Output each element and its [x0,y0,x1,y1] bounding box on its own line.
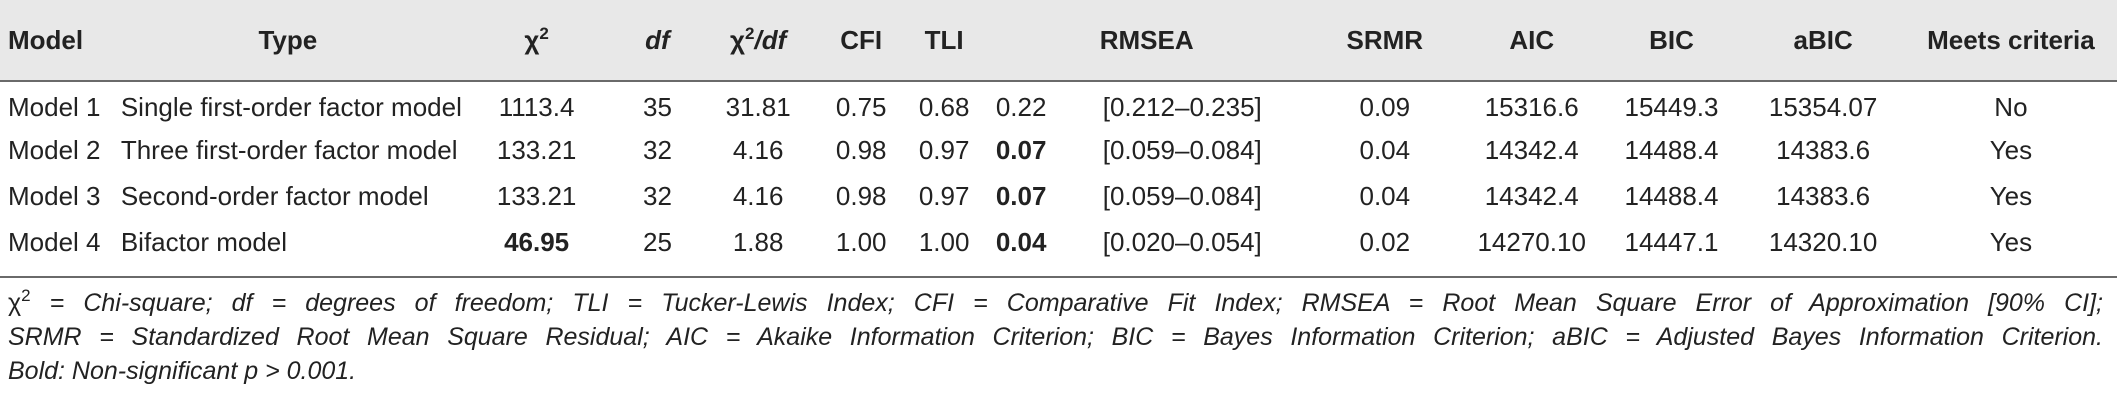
header-rmsea: RMSEA [985,0,1308,82]
cell-cfi: 0.98 [835,134,887,165]
cell-bic: 14447.1 [1601,219,1742,278]
footnote-chi-sup: 2 [21,286,31,305]
cell-type: Bifactor model [120,219,455,278]
table-row: Model 1 Single first-order factor model … [0,81,2117,127]
header-bic: BIC [1601,0,1742,82]
cell-meets-criteria: No [1994,92,2028,122]
header-df: df [618,0,697,82]
header-model: Model [0,0,121,82]
cell-rmsea: 0.22 [995,92,1047,122]
footnote-line-1-text: = Chi-square; df = degrees of freedom; T… [30,289,2103,317]
cell-aic: 14342.4 [1484,134,1579,165]
table-row: Model 3 Second-order factor model 133.21… [0,173,2117,219]
cell-rmsea: 0.07 [995,134,1047,165]
footnote-chi-symbol: χ [8,289,22,317]
cell-bic: 14488.4 [1624,134,1719,165]
header-row: Model Type χ2 df χ2/df CFI TLI RMSEA SRM… [0,0,2117,82]
cell-df: 35 [642,92,672,122]
header-aic: AIC [1461,0,1602,82]
cell-aic: 14342.4 [1484,180,1579,211]
cell-rmsea-ci: [0.059–0.084] [1102,134,1262,165]
table-footnote: χ2 = Chi-square; df = degrees of freedom… [0,278,2113,388]
header-chi-df-symbol: χ [730,24,746,55]
cell-aic: 15316.6 [1484,92,1579,122]
cell-meets-criteria: Yes [1989,134,2033,165]
table-row: Model 2 Three first-order factor model 1… [0,127,2117,173]
cell-type: Single first-order factor model [120,92,462,122]
cell-srmr: 0.04 [1359,180,1411,211]
cell-chi-square: 1113.4 [498,92,575,122]
cell-df: 32 [642,180,672,211]
header-chi-df-sup: 2 [745,23,755,43]
table-row: Model 4 Bifactor model 46.95 25 1.88 1.0… [0,219,2117,278]
cell-df: 25 [618,219,697,278]
cell-model: Model 2 [8,134,101,165]
cell-chi-square-df: 4.16 [732,180,784,211]
cell-model: Model 1 [8,92,101,122]
cell-tli: 0.68 [918,92,970,122]
cell-aic: 14270.10 [1461,219,1602,278]
cell-rmsea: 0.07 [995,180,1047,211]
cell-chi-square: 133.21 [496,180,577,211]
cell-model: Model 3 [8,180,101,211]
footnote-line-3: Bold: Non-significant p > 0.001. [8,357,357,385]
header-chi-sup: 2 [539,23,549,43]
header-meets-criteria: Meets criteria [1904,0,2117,82]
cell-chi-square: 46.95 [454,219,619,278]
cell-cfi: 1.00 [819,219,903,278]
cell-chi-square-df: 1.88 [696,219,820,278]
cell-model: Model 4 [0,219,121,278]
cell-df: 32 [642,134,672,165]
cell-abic: 15354.07 [1768,92,1878,122]
cell-rmsea-ci: [0.020–0.054] [1056,219,1308,278]
cell-meets-criteria: Yes [1989,180,2033,211]
header-chi-df-tail: /df [754,24,787,55]
cell-srmr: 0.09 [1359,92,1411,122]
cell-cfi: 0.98 [835,180,887,211]
header-type: Type [120,0,455,82]
header-cfi: CFI [819,0,903,82]
cell-abic: 14383.6 [1776,180,1871,211]
cell-abic: 14320.10 [1741,219,1905,278]
cell-rmsea-ci: [0.059–0.084] [1102,180,1262,211]
cell-cfi: 0.75 [835,92,887,122]
cell-chi-square-df: 4.16 [732,134,784,165]
cell-rmsea-ci: [0.212–0.235] [1102,92,1262,122]
fit-indices-table: Model Type χ2 df χ2/df CFI TLI RMSEA SRM… [0,0,2117,278]
cell-srmr: 0.04 [1359,134,1411,165]
cell-tli: 0.97 [918,134,970,165]
cell-chi-square-df: 31.81 [725,92,791,122]
cell-type: Three first-order factor model [120,134,458,165]
header-tli: TLI [902,0,986,82]
cell-srmr: 0.02 [1307,219,1462,278]
header-chi-square-df: χ2/df [696,0,820,82]
footnote-line-1: χ2 = Chi-square; df = degrees of freedom… [8,286,2103,320]
cell-abic: 14383.6 [1776,134,1871,165]
cell-tli: 1.00 [902,219,986,278]
cell-bic: 15449.3 [1624,92,1719,122]
cell-meets-criteria: Yes [1904,219,2117,278]
header-chi-square: χ2 [454,0,619,82]
cell-bic: 14488.4 [1624,180,1719,211]
cell-tli: 0.97 [918,180,970,211]
footnote-line-2: SRMR = Standardized Root Mean Square Res… [8,323,2103,351]
cell-rmsea: 0.04 [985,219,1057,278]
header-chi-symbol: χ [524,24,540,55]
cell-chi-square: 133.21 [496,134,577,165]
header-srmr: SRMR [1307,0,1462,82]
header-abic: aBIC [1741,0,1905,82]
cell-type: Second-order factor model [120,180,429,211]
